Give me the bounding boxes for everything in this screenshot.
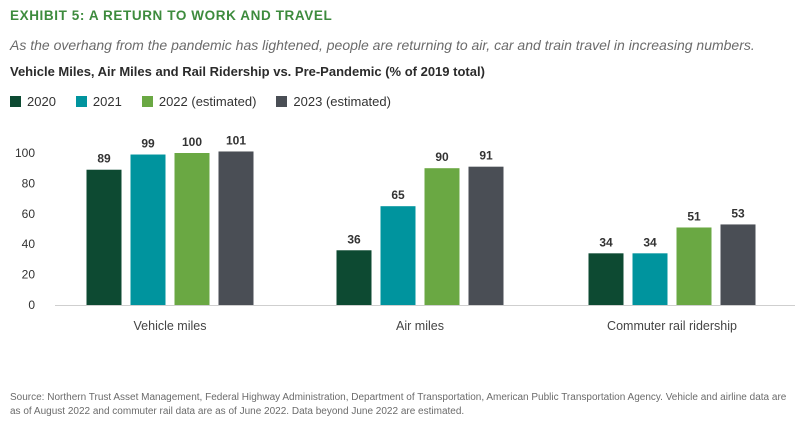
legend-swatch-2022	[141, 96, 153, 107]
bar	[588, 253, 624, 305]
legend-item-2021: 2021	[75, 94, 122, 109]
bar	[424, 168, 460, 305]
bar-value-label: 51	[687, 209, 701, 223]
bar-value-label: 36	[347, 232, 361, 246]
legend-label-2022: 2022 (estimated)	[158, 94, 257, 109]
source-note: Source: Northern Trust Asset Management,…	[10, 392, 787, 417]
legend-item-2023: 2023 (estimated)	[276, 94, 391, 109]
legend-label-2023: 2023 (estimated)	[293, 94, 391, 109]
bar-value-label: 101	[226, 133, 246, 147]
bar-value-label: 91	[479, 149, 493, 163]
legend-swatch-2021	[75, 96, 87, 107]
legend: 2020 2021 2022 (estimated) 2023 (estimat…	[10, 94, 411, 109]
x-category-label: Commuter rail ridership	[607, 319, 737, 333]
bar	[130, 154, 166, 305]
bar	[336, 250, 372, 305]
legend-swatch-2023	[276, 96, 288, 107]
chart-subtitle: As the overhang from the pandemic has li…	[10, 37, 755, 53]
y-tick-label: 0	[28, 298, 35, 312]
y-tick-label: 40	[22, 237, 36, 251]
legend-item-2020: 2020	[10, 94, 56, 109]
y-tick-label: 60	[22, 207, 36, 221]
bar-value-label: 65	[391, 188, 405, 202]
bar	[86, 169, 122, 305]
x-category-label: Vehicle miles	[134, 319, 207, 333]
bar	[380, 206, 416, 305]
legend-item-2022: 2022 (estimated)	[141, 94, 257, 109]
bar	[720, 224, 756, 305]
legend-swatch-2020	[10, 96, 21, 107]
y-tick-label: 100	[15, 146, 35, 160]
bar-chart: 0 20 40 60 80 100 89 99 100 101 Vehicle miles 36 65 9…	[15, 133, 795, 333]
bar-value-label: 89	[97, 152, 111, 166]
bar	[174, 153, 210, 305]
bar	[676, 227, 712, 305]
bar-value-label: 53	[731, 206, 745, 220]
bar-value-label: 34	[599, 235, 613, 249]
bar	[218, 151, 254, 305]
bar	[468, 166, 504, 305]
bar-value-label: 90	[435, 150, 449, 164]
bar	[632, 253, 668, 305]
legend-label-2021: 2021	[92, 94, 122, 109]
x-category-label: Air miles	[396, 319, 444, 333]
bar-value-label: 34	[643, 235, 657, 249]
y-tick-label: 80	[22, 176, 36, 190]
legend-label-2020: 2020	[27, 94, 56, 109]
bar-value-label: 99	[141, 137, 155, 151]
exhibit-title: EXHIBIT 5: A RETURN TO WORK AND TRAVEL	[10, 8, 333, 23]
chart-title: Vehicle Miles, Air Miles and Rail Riders…	[10, 64, 485, 79]
bar-value-label: 100	[182, 135, 202, 149]
y-tick-label: 20	[22, 268, 36, 282]
